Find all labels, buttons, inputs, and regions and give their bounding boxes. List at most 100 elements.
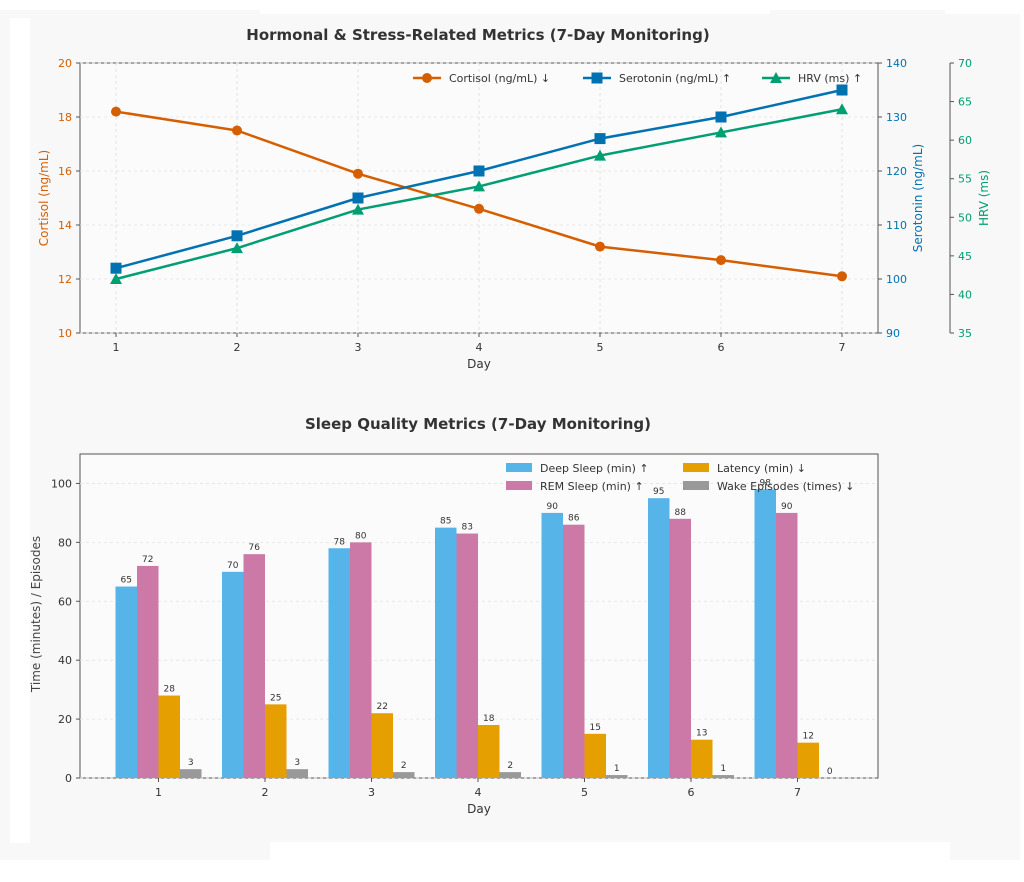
y-tick-label-right1: 100 <box>886 273 907 286</box>
y-tick-label-right2: 40 <box>958 288 972 301</box>
bar <box>286 769 308 778</box>
y-tick-label-left: 10 <box>58 327 72 340</box>
x-tick-label: 1 <box>113 341 120 354</box>
y-tick-label-left: 12 <box>58 273 72 286</box>
bar-value-label: 86 <box>568 514 580 524</box>
bar-value-label: 78 <box>334 537 346 547</box>
bar-value-label: 80 <box>355 531 367 541</box>
legend-label: Latency (min) ↓ <box>717 462 806 475</box>
bar <box>350 542 372 778</box>
y-tick-label-right2: 70 <box>958 57 972 70</box>
x-tick-label: 3 <box>368 786 375 799</box>
data-point <box>837 271 847 282</box>
bar-value-label: 15 <box>590 723 601 733</box>
y-tick-label-right2: 45 <box>958 250 972 263</box>
x-tick-label: 4 <box>475 786 482 799</box>
bar <box>435 527 457 778</box>
bar <box>180 769 202 778</box>
data-point <box>231 242 243 254</box>
y-tick-label-right1: 110 <box>886 219 907 232</box>
bar <box>606 775 628 778</box>
axes: 0 20 40 60 80 100 1 2 3 4 5 6 7 <box>51 477 801 799</box>
legend: Deep Sleep (min) ↑ REM Sleep (min) ↑ Laten… <box>506 462 854 493</box>
x-tick-label: 4 <box>476 341 483 354</box>
legend-swatch <box>506 463 532 472</box>
legend-label: Deep Sleep (min) ↑ <box>540 462 649 475</box>
data-point <box>353 168 363 179</box>
bar-value-label: 1 <box>614 764 620 774</box>
white-patch <box>270 842 950 882</box>
bar-value-label: 3 <box>188 758 194 768</box>
y-tick-label-right2: 55 <box>958 173 972 186</box>
data-point <box>110 262 122 274</box>
bar-value-label: 12 <box>803 732 814 742</box>
data-point <box>594 133 606 145</box>
bar-value-label: 25 <box>270 693 281 703</box>
x-tick-label: 2 <box>262 786 269 799</box>
bar <box>776 512 798 778</box>
legend: Cortisol (ng/mL) ↓ Serotonin (ng/mL) ↑ HRV… <box>413 72 862 85</box>
legend-label: REM Sleep (min) ↑ <box>540 480 644 493</box>
legend-swatch <box>683 463 709 472</box>
bars-group: 6570788590959872768083868890282522181513… <box>115 478 833 778</box>
x-tick-label: 7 <box>839 341 846 354</box>
legend-swatch <box>683 481 709 490</box>
bar <box>754 489 776 778</box>
data-point <box>715 126 727 138</box>
legend-label: Cortisol (ng/mL) ↓ <box>449 72 550 85</box>
y-tick-label-left: 14 <box>58 219 72 232</box>
legend-marker <box>422 73 432 83</box>
bar-value-label: 65 <box>121 576 132 586</box>
x-axis-label: Day <box>467 802 491 816</box>
bar-value-label: 18 <box>483 714 495 724</box>
y-axis-label-left: Cortisol (ng/mL) <box>37 150 51 246</box>
bar-value-label: 2 <box>401 761 407 771</box>
y-tick-label-left: 18 <box>58 111 72 124</box>
white-patch <box>260 0 770 14</box>
data-point <box>231 230 243 242</box>
x-tick-label: 6 <box>718 341 725 354</box>
bar-value-label: 85 <box>440 517 451 527</box>
bar-value-label: 88 <box>675 508 687 518</box>
bar-value-label: 90 <box>781 502 793 512</box>
plot-area <box>79 453 879 779</box>
y-axis-label: Time (minutes) / Episodes <box>29 536 43 693</box>
x-tick-label: 3 <box>355 341 362 354</box>
legend-marker <box>770 72 782 83</box>
y-tick-label: 80 <box>58 536 72 549</box>
bar <box>541 512 563 778</box>
legend-marker <box>591 72 603 84</box>
line-chart-hormonal: Hormonal & Stress-Related Metrics (7-Day… <box>37 26 991 371</box>
bar <box>478 724 500 778</box>
bar <box>563 524 585 778</box>
data-point <box>836 103 848 115</box>
data-point <box>110 273 122 284</box>
y-tick-label: 20 <box>58 713 72 726</box>
bar <box>371 713 393 778</box>
chart-title: Hormonal & Stress-Related Metrics (7-Day… <box>246 26 709 44</box>
legend-label: HRV (ms) ↑ <box>798 72 862 85</box>
x-axis-label: Day <box>467 357 491 371</box>
y-tick-label-right1: 90 <box>886 327 900 340</box>
bar-value-label: 28 <box>164 685 176 695</box>
bar-value-label: 13 <box>696 729 707 739</box>
data-point <box>716 255 726 266</box>
data-point <box>111 106 121 117</box>
data-point <box>715 111 727 123</box>
data-point <box>352 203 364 215</box>
bar-value-label: 3 <box>294 758 300 768</box>
bar <box>328 548 350 778</box>
data-point <box>474 203 484 214</box>
data-point <box>594 149 606 161</box>
bar <box>222 571 244 778</box>
legend-label: Wake Episodes (times) ↓ <box>717 480 854 493</box>
data-point <box>595 241 605 252</box>
bar <box>797 742 819 778</box>
bar <box>265 704 287 778</box>
y-tick-label-left: 16 <box>58 165 72 178</box>
y-tick-label-right1: 130 <box>886 111 907 124</box>
data-point <box>232 125 242 136</box>
white-patch <box>945 0 1024 14</box>
bar <box>499 772 521 778</box>
